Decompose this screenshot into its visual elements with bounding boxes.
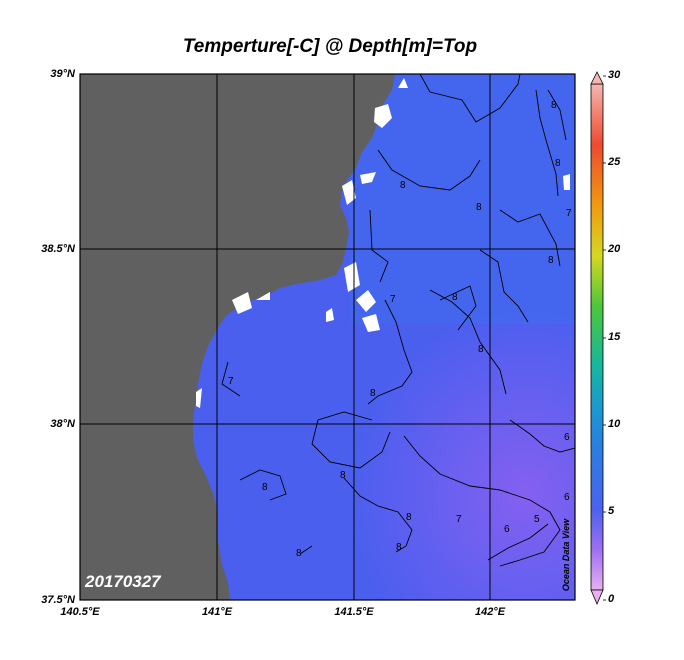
colorbar-top-arrow bbox=[590, 71, 604, 85]
colorbar-label: 5 bbox=[608, 505, 615, 517]
svg-text:6: 6 bbox=[564, 492, 570, 503]
lon-label: 142°E bbox=[474, 606, 506, 618]
svg-text:7: 7 bbox=[456, 514, 462, 525]
svg-text:8: 8 bbox=[396, 542, 402, 553]
nodata-patch bbox=[196, 388, 202, 408]
svg-text:8: 8 bbox=[340, 470, 346, 481]
colorbar-label: 15 bbox=[608, 331, 621, 343]
lon-label: 141°E bbox=[201, 606, 233, 618]
colorbar-bottom-arrow bbox=[590, 589, 604, 606]
svg-text:7: 7 bbox=[228, 376, 234, 387]
svg-text:8: 8 bbox=[476, 202, 482, 213]
svg-text:8: 8 bbox=[400, 180, 406, 191]
nodata-patch bbox=[232, 292, 252, 314]
svg-text:7: 7 bbox=[566, 208, 572, 219]
colorbar-label: 10 bbox=[608, 418, 621, 430]
svg-text:8: 8 bbox=[551, 100, 557, 111]
svg-text:6: 6 bbox=[564, 432, 570, 443]
svg-text:8: 8 bbox=[370, 388, 376, 399]
nodata-patch bbox=[342, 180, 356, 205]
colorbar bbox=[590, 71, 606, 606]
svg-text:8: 8 bbox=[406, 512, 412, 523]
lat-label: 38.5°N bbox=[41, 243, 75, 255]
nodata-patch bbox=[256, 292, 270, 300]
nodata-patch bbox=[563, 174, 570, 190]
date-label: 20170327 bbox=[85, 572, 161, 591]
nodata-patch bbox=[398, 78, 408, 88]
svg-text:8: 8 bbox=[478, 344, 484, 355]
plot-frame bbox=[79, 73, 576, 601]
nodata-patch bbox=[374, 104, 392, 128]
lat-label: 38°N bbox=[50, 418, 75, 430]
chart-title: Temperture[-C] @ Depth[m]=Top bbox=[182, 36, 478, 57]
land-area bbox=[80, 74, 395, 600]
contour-labels: 8 8 8 8 7 8 8 7 8 7 8 8 8 8 7 6 5 6 8 8 … bbox=[228, 100, 572, 559]
svg-text:8: 8 bbox=[296, 548, 302, 559]
svg-text:8: 8 bbox=[262, 482, 268, 493]
lon-label: 141.5°E bbox=[334, 606, 374, 618]
colorbar-label: 25 bbox=[608, 156, 621, 168]
nodata-patch bbox=[360, 172, 376, 184]
nodata-patch bbox=[356, 290, 376, 312]
svg-text:8: 8 bbox=[452, 292, 458, 303]
colorbar-label: 20 bbox=[608, 243, 621, 255]
graticule bbox=[80, 74, 575, 600]
svg-text:6: 6 bbox=[504, 524, 510, 535]
lat-label: 37.5°N bbox=[41, 594, 75, 606]
svg-text:5: 5 bbox=[534, 514, 540, 525]
nodata-patch bbox=[344, 262, 360, 292]
colorbar-label: 30 bbox=[608, 69, 621, 81]
nodata-patch bbox=[362, 314, 380, 332]
svg-text:8: 8 bbox=[548, 255, 554, 266]
lon-label: 140.5°E bbox=[60, 606, 100, 618]
nodata-patch bbox=[326, 308, 334, 322]
watermark-text: Ocean Data View bbox=[561, 518, 571, 592]
lat-label: 39°N bbox=[50, 68, 75, 80]
svg-text:7: 7 bbox=[390, 294, 396, 305]
contour-lines bbox=[221, 74, 575, 567]
svg-text:8: 8 bbox=[555, 158, 561, 169]
colorbar-label: 0 bbox=[608, 593, 615, 605]
colorbar-scale bbox=[590, 83, 604, 591]
